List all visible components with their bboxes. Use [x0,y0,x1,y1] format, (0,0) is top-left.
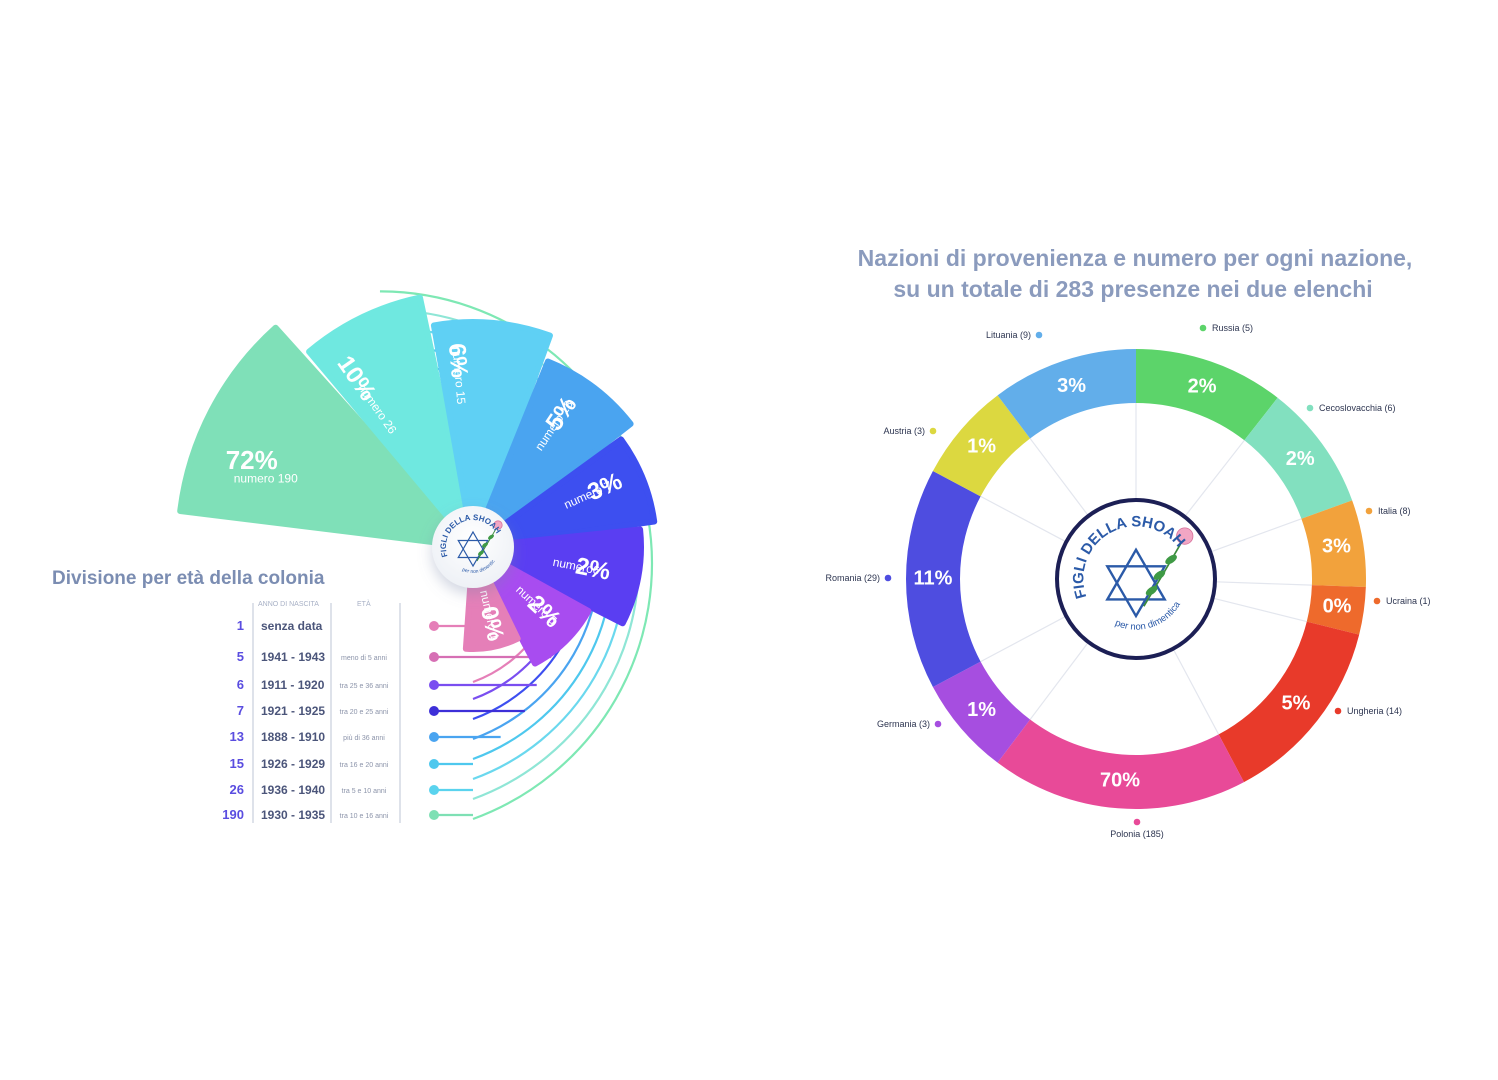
row-count: 1 [237,618,244,633]
nation-legend-dot [1035,331,1043,339]
nation-slice-percent: 0% [1323,596,1352,618]
age-sector-percent: 2% [573,553,612,586]
row-connector-dot [429,652,439,662]
row-birth-years: 1921 - 1925 [261,704,325,718]
nation-label: Ungheria (14) [1347,706,1402,716]
nation-legend-dot [1133,818,1141,826]
nation-label: Austria (3) [883,426,925,436]
nation-slice-percent: 3% [1057,375,1086,397]
nation-slice [997,349,1136,439]
nation-slice-percent: 1% [967,699,996,721]
nation-slice [1306,585,1366,635]
row-birth-years: 1936 - 1940 [261,783,325,797]
nation-legend-dot [1373,597,1381,605]
nation-legend-dot [929,427,937,435]
row-count: 5 [237,649,244,664]
nation-slice-percent: 1% [967,435,996,457]
row-connector-dot [429,680,439,690]
nation-label: Lituania (9) [986,330,1031,340]
row-birth-years: 1926 - 1929 [261,757,325,771]
donut-spoke [1029,642,1089,720]
nation-legend-dot [884,574,892,582]
age-sector-label: numero 15 [449,346,468,405]
row-age-range: tra 25 e 36 anni [340,683,389,690]
nations-donut: 2% 2% 3% 0% 5% 70% 1% 11% 1% 3% [906,349,1366,809]
row-count: 15 [230,756,244,771]
nation-slice [997,719,1244,809]
donut-spoke [980,616,1066,663]
nations-labels: Russia (5) Cecoslovacchia (6) Italia (8) Uc… [825,323,1430,839]
row-connector-dot [429,810,439,820]
row-birth-years: senza data [261,619,323,633]
age-table: ANNO DI NASCITA ETÀ 1 senza data 5 1941 - 1… [222,599,401,823]
donut-spoke [1215,581,1312,586]
nation-slice-percent: 70% [1100,770,1140,792]
row-age-range: tra 5 e 10 anni [342,788,387,795]
nations-title-line1: Nazioni di provenienza e numero per ogni… [858,245,1413,271]
nation-slice-percent: 11% [914,567,953,589]
row-count: 190 [222,807,244,822]
row-count: 26 [230,782,244,797]
row-connector-dot [429,621,439,631]
row-age-range: tra 10 e 16 anni [340,813,389,820]
nation-slice-percent: 2% [1286,448,1315,470]
nation-legend-dot [1306,404,1314,412]
donut-spoke [1173,649,1220,735]
age-sector-percent: 72% [226,445,278,475]
nations-title-line2: su un totale di 283 presenze nei due ele… [893,276,1372,302]
row-birth-years: 1911 - 1920 [261,678,325,692]
row-age-range: meno di 5 anni [341,655,387,662]
nation-slice [932,395,1031,497]
nation-legend-dot [934,720,942,728]
row-count: 13 [230,729,244,744]
nation-slice [906,471,981,687]
nation-slice [1218,621,1360,783]
row-connector-dot [429,706,439,716]
nation-label: Germania (3) [877,719,930,729]
row-birth-years: 1941 - 1943 [261,650,325,664]
row-connector-dot [429,759,439,769]
nation-slice [1244,397,1353,519]
nation-label: Cecoslovacchia (6) [1319,403,1396,413]
row-age-range: tra 16 e 20 anni [340,762,389,769]
age-chart-title: Divisione per età della colonia [52,568,325,589]
row-birth-years: 1930 - 1935 [261,808,325,822]
donut-spoke [1210,518,1302,553]
nation-slice [1301,500,1366,588]
donut-spoke [1213,597,1307,623]
row-birth-years: 1888 - 1910 [261,730,325,744]
nation-legend-dot [1334,707,1342,715]
nation-legend-dot [1365,507,1373,515]
nation-label: Romania (29) [825,573,880,583]
nation-slice-percent: 5% [1282,692,1311,714]
nation-label: Italia (8) [1378,506,1411,516]
nation-slice-percent: 3% [1322,536,1351,558]
nation-label: Ucraina (1) [1386,596,1431,606]
header-age: ETÀ [357,599,371,608]
header-birth-year: ANNO DI NASCITA [258,601,319,608]
nation-slice [1136,349,1278,441]
nation-slice [932,661,1031,763]
age-sector-percent: 6% [443,342,473,379]
donut-spoke [1184,439,1245,517]
row-count: 6 [237,677,244,692]
donut-spoke [980,495,1066,542]
row-connector-dot [429,785,439,795]
age-sector-label: numero 190 [234,472,298,486]
donut-spoke [1029,438,1089,516]
age-connectors [429,621,552,820]
nation-label: Russia (5) [1212,323,1253,333]
row-age-range: tra 20 e 25 anni [340,709,389,716]
nation-legend-dot [1199,324,1207,332]
nation-slice-percent: 2% [1188,375,1217,397]
row-count: 7 [237,703,244,718]
nation-label: Polonia (185) [1110,829,1164,839]
row-connector-dot [429,732,439,742]
row-age-range: più di 36 anni [343,735,385,742]
nations-spokes [980,403,1312,735]
